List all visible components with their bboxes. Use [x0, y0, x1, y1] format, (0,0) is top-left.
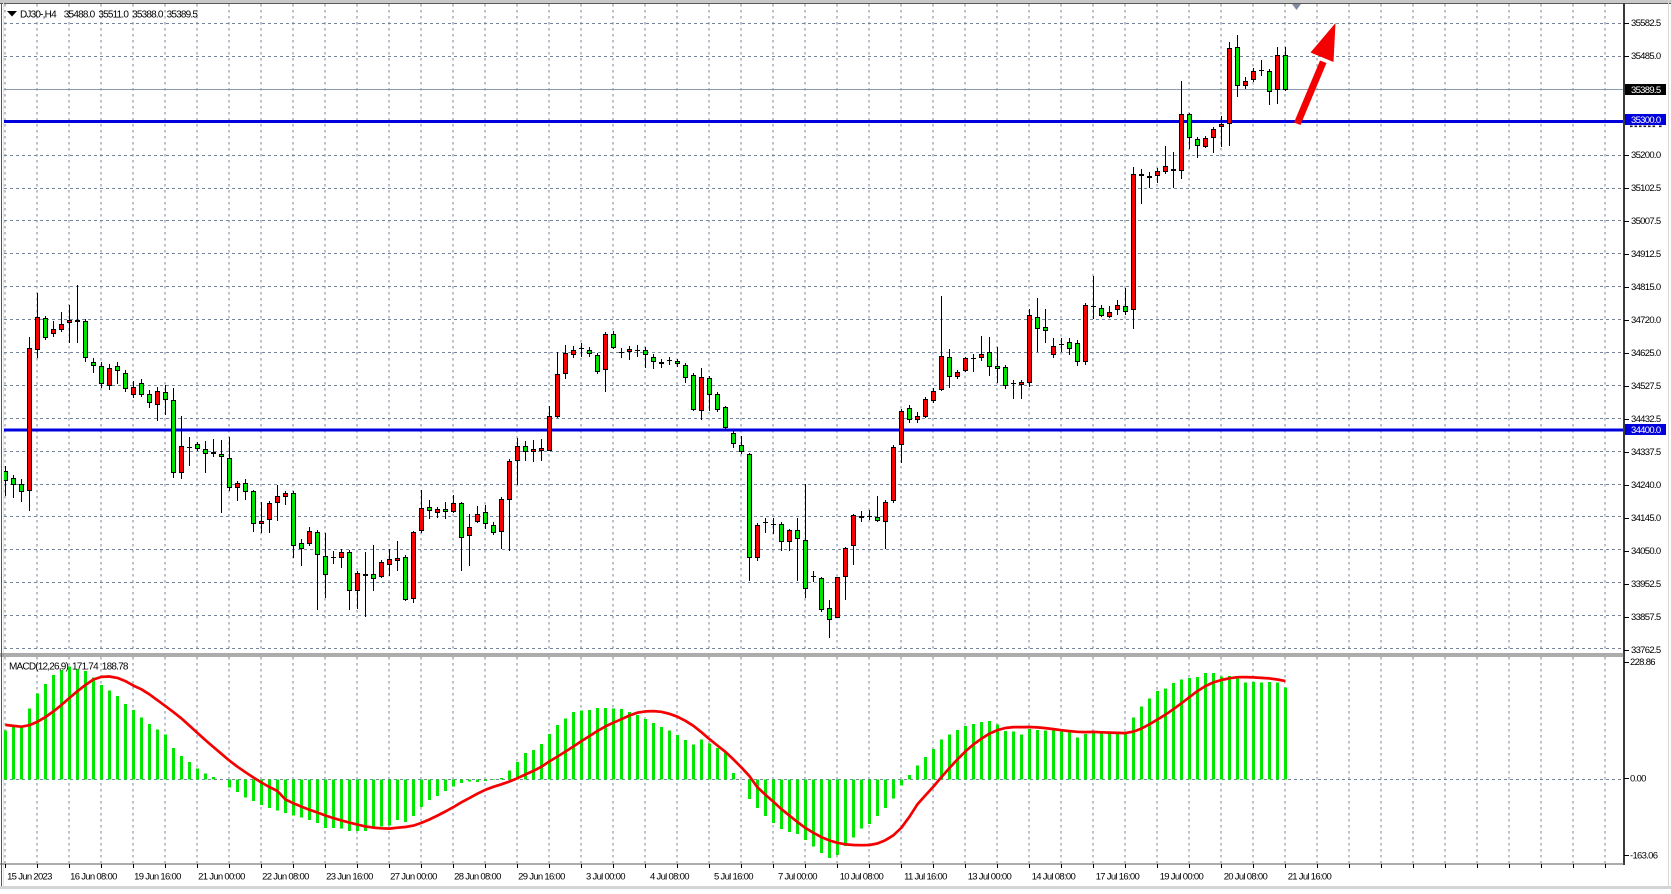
svg-text:35007.5: 35007.5: [1631, 216, 1661, 227]
svg-text:27 Jun 00:00: 27 Jun 00:00: [390, 872, 437, 883]
svg-text:35485.0: 35485.0: [1631, 51, 1661, 62]
svg-text:35300.0: 35300.0: [1631, 115, 1661, 126]
svg-text:11 Jul 16:00: 11 Jul 16:00: [904, 872, 947, 883]
svg-text:21 Jun 00:00: 21 Jun 00:00: [198, 872, 245, 883]
svg-text:34400.0: 34400.0: [1631, 425, 1661, 436]
svg-text:10 Jul 08:00: 10 Jul 08:00: [840, 872, 884, 883]
svg-text:35102.5: 35102.5: [1631, 183, 1661, 194]
svg-text:33857.5: 33857.5: [1631, 612, 1661, 623]
svg-text:228.86: 228.86: [1630, 657, 1655, 668]
svg-text:34432.5: 34432.5: [1631, 414, 1661, 425]
svg-text:14 Jul 08:00: 14 Jul 08:00: [1032, 872, 1076, 883]
svg-text:16 Jun 08:00: 16 Jun 08:00: [70, 872, 117, 883]
svg-text:34815.0: 34815.0: [1631, 282, 1661, 293]
svg-text:34912.5: 34912.5: [1631, 249, 1661, 260]
svg-text:15 Jun 2023: 15 Jun 2023: [7, 872, 52, 883]
svg-text:4 Jul 08:00: 4 Jul 08:00: [650, 872, 689, 883]
svg-text:21 Jul 16:00: 21 Jul 16:00: [1288, 872, 1332, 883]
svg-text:20 Jul 08:00: 20 Jul 08:00: [1224, 872, 1268, 883]
svg-text:-163.06: -163.06: [1630, 851, 1658, 862]
svg-text:19 Jul 00:00: 19 Jul 00:00: [1160, 872, 1204, 883]
svg-text:5 Jul 16:00: 5 Jul 16:00: [714, 872, 753, 883]
svg-text:23 Jun 16:00: 23 Jun 16:00: [326, 872, 373, 883]
svg-text:3 Jul 00:00: 3 Jul 00:00: [586, 872, 625, 883]
svg-text:34337.5: 34337.5: [1631, 447, 1661, 458]
svg-text:33762.5: 33762.5: [1631, 645, 1661, 656]
svg-text:17 Jul 16:00: 17 Jul 16:00: [1096, 872, 1140, 883]
svg-text:35389.5: 35389.5: [1631, 85, 1661, 96]
svg-text:13 Jul 00:00: 13 Jul 00:00: [968, 872, 1012, 883]
svg-text:35200.0: 35200.0: [1631, 150, 1661, 161]
svg-text:DJ30-,H4 35488.0 35511.0 3538: DJ30-,H4 35488.0 35511.0 35388.0 35389.5: [20, 10, 198, 21]
svg-text:19 Jun 16:00: 19 Jun 16:00: [134, 872, 181, 883]
svg-text:29 Jun 16:00: 29 Jun 16:00: [518, 872, 565, 883]
svg-text:33952.5: 33952.5: [1631, 579, 1661, 590]
svg-text:34050.0: 34050.0: [1631, 546, 1661, 557]
svg-text:0.00: 0.00: [1630, 774, 1646, 785]
svg-text:34527.5: 34527.5: [1631, 381, 1661, 392]
svg-text:34240.0: 34240.0: [1631, 480, 1661, 491]
svg-text:7 Jul 00:00: 7 Jul 00:00: [778, 872, 817, 883]
svg-text:35582.5: 35582.5: [1631, 18, 1661, 29]
svg-text:22 Jun 08:00: 22 Jun 08:00: [262, 872, 309, 883]
svg-text:28 Jun 08:00: 28 Jun 08:00: [454, 872, 501, 883]
svg-text:34145.0: 34145.0: [1631, 513, 1661, 524]
svg-text:34720.0: 34720.0: [1631, 315, 1661, 326]
svg-text:34625.0: 34625.0: [1631, 348, 1661, 359]
svg-text:MACD(12,26,9) 171.74 188.78: MACD(12,26,9) 171.74 188.78: [9, 662, 129, 673]
